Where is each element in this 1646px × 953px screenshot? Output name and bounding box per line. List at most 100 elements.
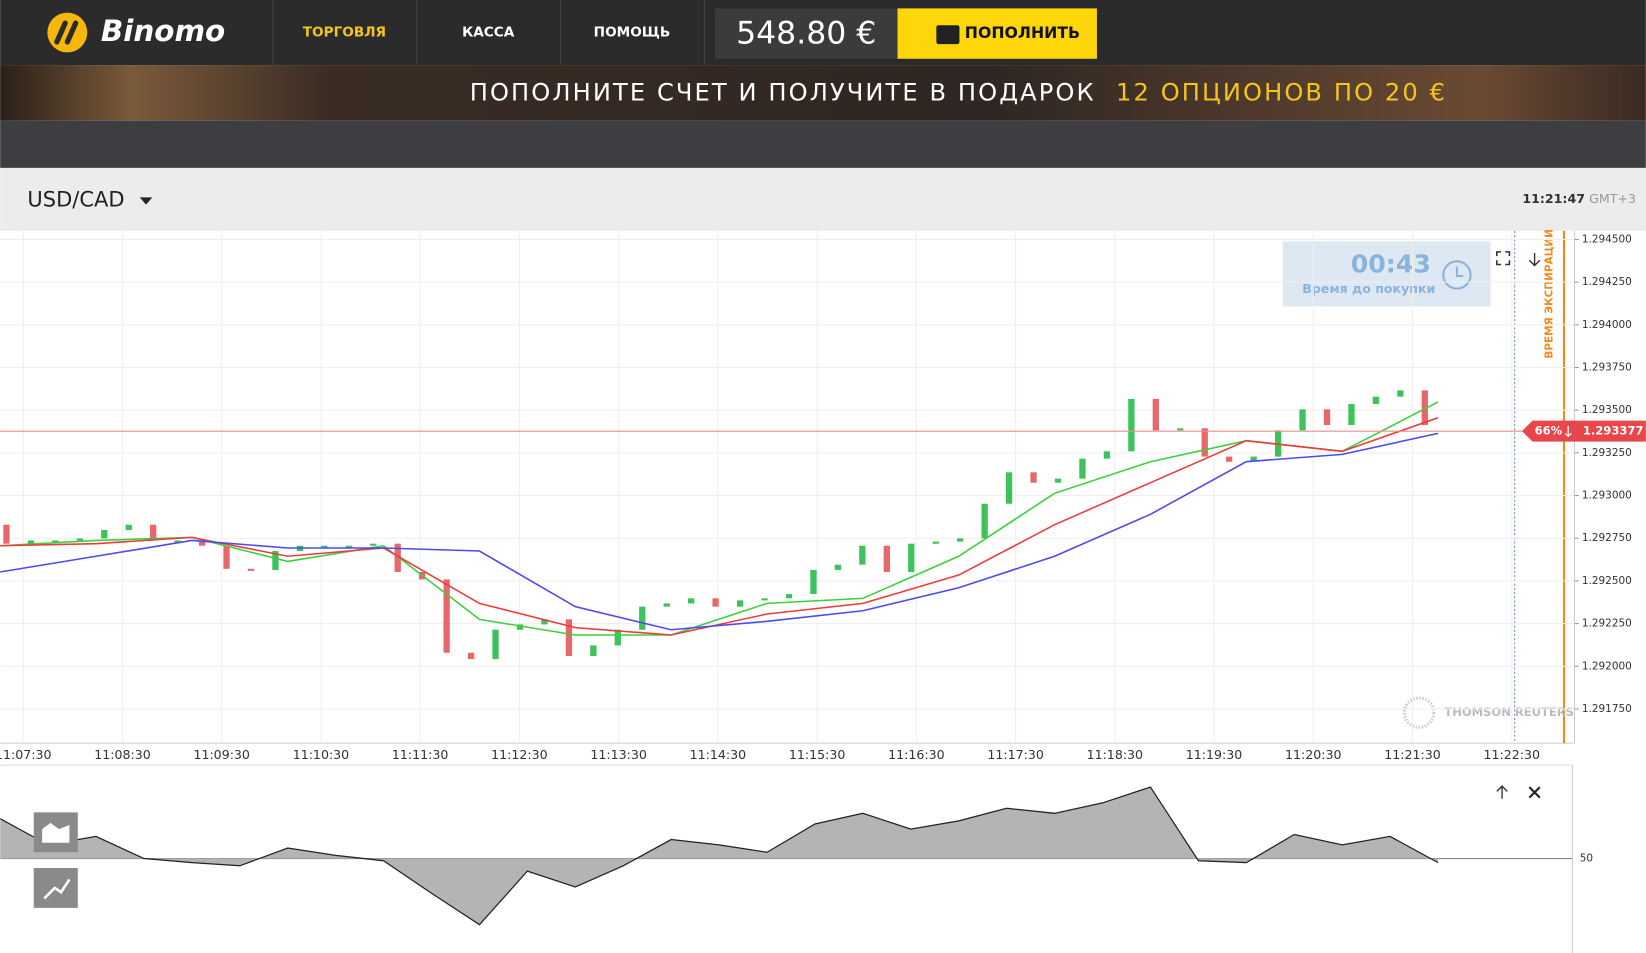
candle [957, 538, 964, 542]
candle [908, 543, 915, 573]
y-tick-label: 1.294250 [1582, 276, 1632, 288]
candle [981, 503, 988, 539]
moving-average [0, 416, 1439, 636]
nav-item[interactable]: ТОРГОВЛЯ [303, 25, 386, 41]
logo-text[interactable]: Binomo [101, 14, 225, 48]
wallet-icon [936, 25, 960, 45]
fullscreen-button[interactable] [1496, 251, 1511, 266]
close-panel-button[interactable] [1528, 786, 1541, 799]
promo-highlight: 12 ОПЦИОНОВ ПО 20 € [1116, 78, 1447, 106]
candle [1030, 472, 1037, 483]
balance-box [714, 8, 898, 59]
timer-value: 00:43 [1351, 250, 1431, 279]
candle [1421, 390, 1428, 426]
candle [1250, 456, 1257, 462]
y-tick-label: 1.293250 [1582, 447, 1632, 459]
candle [27, 540, 35, 544]
timezone: GMT+3 [1589, 191, 1636, 206]
candle [272, 551, 279, 570]
candle [174, 540, 181, 543]
current-price-label: 1.293377 [1583, 424, 1644, 438]
x-tick-label: 11:13:30 [590, 747, 646, 762]
dropdown-arrow[interactable] [139, 197, 153, 205]
candle [247, 568, 255, 571]
candle [859, 545, 866, 565]
collapse-button[interactable] [1528, 252, 1541, 267]
oscillator-plot [0, 786, 1573, 926]
candle [1005, 472, 1013, 504]
promo-text: ПОПОЛНИТЕ СЧЕТ И ПОЛУЧИТЕ В ПОДАРОК 12 О… [470, 78, 1447, 106]
candle [370, 543, 377, 546]
moving-average [0, 432, 1439, 631]
candle [1177, 428, 1184, 431]
price-plot [0, 230, 1575, 744]
osc-tick-label: 50 [1580, 853, 1593, 865]
candle [150, 524, 157, 541]
timer-label: Время до покупки [1302, 281, 1435, 296]
x-tick-label: 11:07:30 [0, 747, 51, 762]
down-arrow [1564, 425, 1572, 438]
balance: 548.80 € [736, 16, 876, 52]
provider-logo [1402, 696, 1436, 729]
candle [76, 538, 83, 541]
candle [516, 624, 524, 630]
x-tick-label: 11:22:30 [1484, 747, 1541, 762]
x-tick-label: 11:14:30 [690, 747, 746, 762]
x-tick-label: 11:12:30 [491, 747, 547, 762]
candle [1323, 409, 1331, 426]
timer-box [1282, 241, 1491, 307]
x-tick-label: 11:15:30 [789, 747, 845, 762]
nav-item[interactable]: ПОМОЩЬ [594, 25, 671, 41]
price-marker [1522, 420, 1646, 442]
move-up-button[interactable] [1496, 785, 1508, 799]
candle [1152, 398, 1159, 431]
x-tick-label: 11:16:30 [888, 747, 945, 762]
y-tick-label: 1.293500 [1582, 404, 1632, 416]
candle [639, 606, 646, 630]
promo-main: ПОПОЛНИТЕ СЧЕТ И ПОЛУЧИТЕ В ПОДАРОК [470, 78, 1096, 106]
expiration-label: ВРЕМЯ ЭКСПИРАЦИИ [1543, 229, 1555, 359]
candle [321, 545, 328, 548]
logo-mark [54, 20, 79, 45]
candle [1079, 458, 1086, 479]
oscillator-area [0, 787, 1439, 925]
candle [932, 541, 939, 544]
y-tick-label: 1.291750 [1582, 703, 1632, 715]
nav-dividers [272, 0, 705, 66]
axes: 1.294500 1.294250 1.294000 1.293750 1.293500… [0, 233, 1646, 865]
candle [198, 540, 206, 546]
y-tick-label: 1.293000 [1582, 490, 1632, 502]
moving-average [0, 401, 1439, 636]
candle [394, 543, 401, 573]
toolbar [0, 167, 1646, 231]
candle [223, 545, 230, 569]
deposit-button[interactable] [897, 8, 1097, 59]
y-tick-label: 1.294500 [1582, 233, 1632, 245]
asset-selector[interactable]: USD/CAD [27, 187, 124, 211]
provider-name: THOMSON REUTERS [1444, 705, 1574, 719]
candle [614, 629, 621, 646]
spacer-bar [0, 120, 1646, 168]
x-tick-label: 11:18:30 [1087, 747, 1144, 762]
candle [1372, 396, 1380, 405]
x-tick-label: 11:17:30 [987, 747, 1044, 762]
candle [467, 652, 475, 660]
candle [125, 524, 132, 531]
y-tick-label: 1.292000 [1582, 660, 1632, 672]
candle [1103, 451, 1111, 459]
candle [810, 569, 817, 595]
x-tick-label: 11:21:30 [1384, 747, 1441, 762]
nav-item[interactable]: КАССА [462, 25, 515, 41]
deposit-button-label[interactable]: ПОПОЛНИТЬ [965, 23, 1080, 42]
x-tick-label: 11:10:30 [293, 747, 349, 762]
promo-banner[interactable] [0, 65, 1646, 121]
candle [663, 603, 670, 607]
clock: 11:21:47 [1522, 191, 1585, 206]
candle [101, 530, 108, 539]
x-tick-label: 11:08:30 [94, 747, 151, 762]
x-tick-label: 11:20:30 [1285, 747, 1342, 762]
candle [785, 594, 793, 599]
candle [712, 598, 719, 607]
x-tick-label: 11:09:30 [193, 747, 250, 762]
